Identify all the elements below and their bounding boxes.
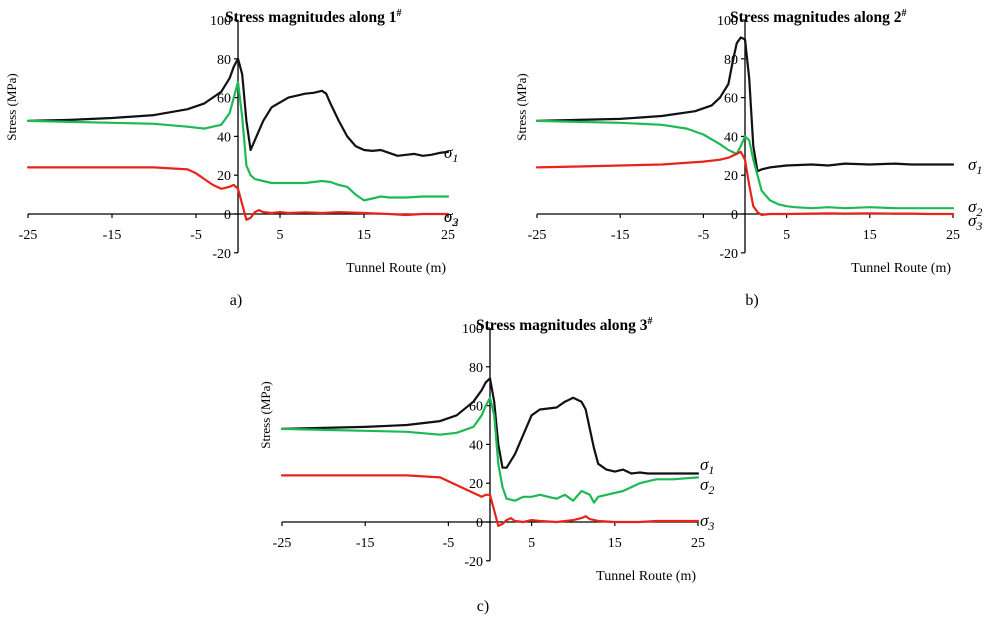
chart-title-superscript: # bbox=[397, 8, 402, 19]
y-tick-label: 0 bbox=[476, 516, 483, 531]
series-label-symbol: σ bbox=[444, 207, 453, 226]
series-label-sigma2: σ2 bbox=[700, 475, 714, 497]
series-label-subscript: 1 bbox=[708, 463, 714, 477]
y-tick-label: 60 bbox=[469, 400, 483, 415]
y-tick-label: 100 bbox=[462, 322, 483, 337]
series-label-symbol: σ bbox=[968, 197, 977, 216]
series-label-symbol: σ bbox=[968, 211, 977, 230]
series-label-subscript: 2 bbox=[976, 205, 982, 219]
x-tick-label: -15 bbox=[103, 228, 122, 243]
series-label-subscript: 2 bbox=[708, 483, 714, 497]
series-line-sigma2 bbox=[280, 396, 700, 504]
panel-label: b) bbox=[745, 292, 758, 309]
x-axis-label: Tunnel Route (m) bbox=[346, 261, 446, 276]
y-tick-label: 40 bbox=[469, 438, 483, 453]
series-line-sigma1 bbox=[280, 377, 700, 475]
chart-title-superscript: # bbox=[648, 316, 653, 327]
y-tick-label: 60 bbox=[217, 92, 231, 107]
series-label-symbol: σ bbox=[700, 455, 709, 474]
chart-title-superscript: # bbox=[902, 8, 907, 19]
series-label-symbol: σ bbox=[444, 143, 453, 162]
x-tick-label: -15 bbox=[356, 536, 375, 551]
panel-label: a) bbox=[230, 292, 242, 309]
panel-label: c) bbox=[477, 598, 489, 615]
series-label-sigma2: σ2 bbox=[444, 207, 458, 229]
x-tick-label: -5 bbox=[443, 536, 455, 551]
y-tick-label: 40 bbox=[724, 130, 738, 145]
series-label-sigma3: σ3 bbox=[444, 207, 458, 229]
chart-title: Stress magnitudes along 1# bbox=[225, 8, 402, 26]
series-label-sigma1: σ1 bbox=[700, 455, 714, 477]
series-line-sigma3 bbox=[26, 166, 450, 221]
chart-title: Stress magnitudes along 2# bbox=[730, 8, 907, 26]
series-label-subscript: 3 bbox=[975, 219, 982, 233]
y-tick-label: 20 bbox=[469, 477, 483, 492]
y-tick-label: 40 bbox=[217, 130, 231, 145]
x-tick-label: -15 bbox=[611, 228, 630, 243]
x-axis-label: Tunnel Route (m) bbox=[596, 569, 696, 584]
x-tick-label: 15 bbox=[863, 228, 877, 243]
y-axis-label: Stress (MPa) bbox=[4, 73, 19, 141]
y-tick-label: -20 bbox=[719, 247, 738, 262]
series-label-subscript: 1 bbox=[452, 151, 458, 165]
series-label-sigma1: σ1 bbox=[444, 143, 458, 165]
y-tick-label: 100 bbox=[717, 14, 738, 29]
series-line-sigma1 bbox=[26, 57, 450, 157]
x-tick-label: 15 bbox=[608, 536, 622, 551]
series-line-sigma3 bbox=[535, 150, 955, 217]
y-tick-label: 80 bbox=[469, 361, 483, 376]
series-line-sigma1 bbox=[535, 36, 955, 173]
series-line-sigma2 bbox=[26, 80, 450, 202]
x-tick-label: 5 bbox=[277, 228, 284, 243]
y-tick-label: 100 bbox=[210, 14, 231, 29]
y-axis-label: Stress (MPa) bbox=[258, 381, 273, 449]
series-label-symbol: σ bbox=[700, 475, 709, 494]
series-line-sigma2 bbox=[535, 119, 955, 210]
series-label-sigma1: σ1 bbox=[968, 155, 982, 177]
y-tick-label: 0 bbox=[731, 208, 738, 223]
series-label-subscript: 1 bbox=[976, 163, 982, 177]
series-label-symbol: σ bbox=[700, 511, 709, 530]
x-tick-label: -25 bbox=[19, 228, 38, 243]
chart-title-text: Stress magnitudes along 1 bbox=[225, 9, 397, 26]
x-tick-label: -25 bbox=[273, 536, 292, 551]
x-tick-label: 5 bbox=[783, 228, 790, 243]
y-tick-label: 80 bbox=[217, 53, 231, 68]
x-tick-label: 5 bbox=[528, 536, 535, 551]
chart-panel: 100 80 60 40 20 0 -20 -25 -15 -5 5 15 25 Stress magni… bbox=[4, 8, 458, 309]
y-tick-label: -20 bbox=[464, 555, 483, 570]
series-label-symbol: σ bbox=[968, 155, 977, 174]
chart-title-text: Stress magnitudes along 2 bbox=[730, 9, 902, 26]
x-tick-label: 25 bbox=[946, 228, 960, 243]
x-tick-label: 25 bbox=[441, 228, 455, 243]
y-tick-label: -20 bbox=[212, 247, 231, 262]
y-tick-label: 20 bbox=[217, 169, 231, 184]
series-label-subscript: 3 bbox=[451, 215, 458, 229]
series-label-subscript: 2 bbox=[452, 215, 458, 229]
y-tick-label: 0 bbox=[224, 208, 231, 223]
x-tick-label: -5 bbox=[190, 228, 202, 243]
x-tick-label: 15 bbox=[357, 228, 371, 243]
chart-title-text: Stress magnitudes along 3 bbox=[476, 317, 648, 334]
x-tick-label: -25 bbox=[528, 228, 547, 243]
y-axis-label: Stress (MPa) bbox=[514, 73, 529, 141]
x-tick-label: -5 bbox=[698, 228, 710, 243]
chart-title: Stress magnitudes along 3# bbox=[476, 316, 653, 334]
x-tick-label: 25 bbox=[691, 536, 705, 551]
series-label-sigma2: σ2 bbox=[968, 197, 982, 219]
series-line-sigma3 bbox=[280, 474, 700, 528]
y-tick-label: 60 bbox=[724, 92, 738, 107]
x-axis-label: Tunnel Route (m) bbox=[851, 261, 951, 276]
series-label-subscript: 3 bbox=[707, 519, 714, 533]
series-label-sigma3: σ3 bbox=[968, 211, 982, 233]
series-label-symbol: σ bbox=[444, 207, 453, 226]
y-tick-label: 20 bbox=[724, 169, 738, 184]
chart-panel: 100 80 60 40 20 0 -20 -25 -15 -5 5 15 25 Stress magni… bbox=[258, 316, 714, 615]
series-label-sigma3: σ3 bbox=[700, 511, 714, 533]
